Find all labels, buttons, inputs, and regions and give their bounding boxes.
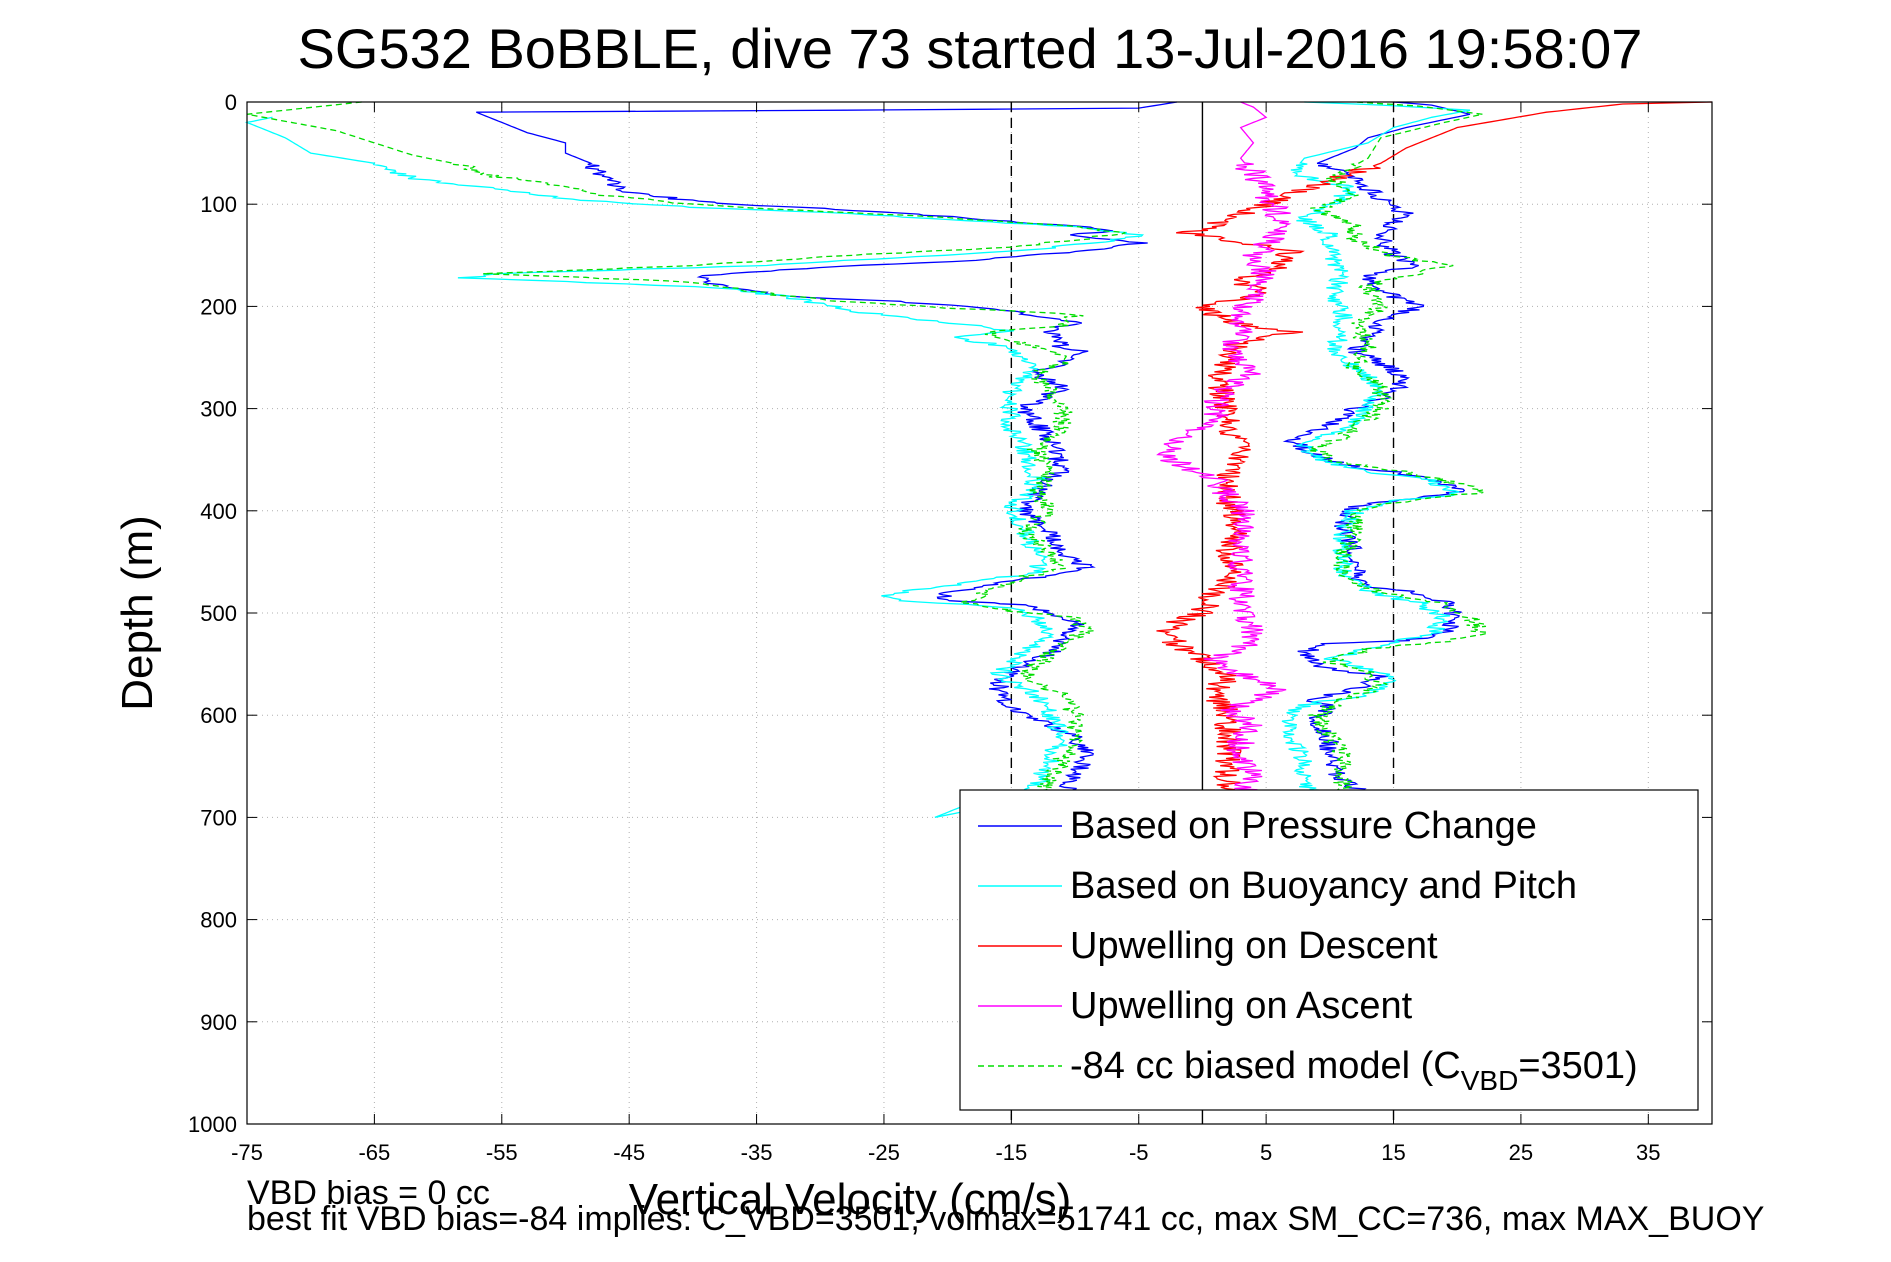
series-line-pressure_down xyxy=(476,101,1178,798)
series-line-pressure_up xyxy=(1282,101,1471,798)
y-tick-label: 1000 xyxy=(188,1112,237,1137)
y-axis-ticks: 0 100 200 300 400 500 600 700 800 900 1000 xyxy=(188,90,1712,1137)
y-axis-label: Depth (m) xyxy=(113,515,162,711)
footer-notes: VBD bias = 0 cc best fit VBD bias=-84 im… xyxy=(247,1180,1891,1262)
legend-box xyxy=(959,789,1699,1111)
chart-title: SG532 BoBBLE, dive 73 started 13-Jul-201… xyxy=(298,17,1643,80)
y-tick-label: 100 xyxy=(200,192,237,217)
legend-label: Upwelling on Descent xyxy=(1070,925,1438,967)
y-tick-label: 200 xyxy=(200,294,237,319)
x-tick-label: -75 xyxy=(231,1140,263,1165)
legend: Based on Pressure Change Based on Buoyanc… xyxy=(959,789,1699,1111)
x-tick-label: -15 xyxy=(995,1140,1027,1165)
x-tick-label: -45 xyxy=(613,1140,645,1165)
x-tick-label: -35 xyxy=(741,1140,773,1165)
y-tick-label: 700 xyxy=(200,805,237,830)
x-tick-label: 15 xyxy=(1381,1140,1405,1165)
y-tick-label: 800 xyxy=(200,908,237,933)
legend-label: Upwelling on Ascent xyxy=(1070,985,1413,1027)
series-layer xyxy=(244,101,1713,819)
series-line-upwell_down xyxy=(1156,101,1713,798)
series-line-upwell_up xyxy=(1156,101,1292,798)
y-tick-label: 0 xyxy=(225,90,237,115)
legend-label: Based on Pressure Change xyxy=(1070,805,1537,847)
footer-line-2: best fit VBD bias=-84 implies: C_VBD=350… xyxy=(247,1200,1765,1238)
x-tick-label: -5 xyxy=(1129,1140,1149,1165)
x-axis-label: Vertical Velocity (cm/s) xyxy=(629,1175,1072,1224)
y-tick-label: 600 xyxy=(200,703,237,728)
x-tick-label: -25 xyxy=(868,1140,900,1165)
series-line-model_up xyxy=(1308,101,1490,798)
y-tick-label: 400 xyxy=(200,499,237,524)
series-line-model_down xyxy=(246,101,1126,798)
x-axis-ticks: -75 -65 -55 -45 -35 -25 -15 -5 5 15 25 35 xyxy=(231,102,1661,1165)
y-tick-label: 500 xyxy=(200,601,237,626)
x-tick-label: 25 xyxy=(1509,1140,1533,1165)
x-tick-label: 5 xyxy=(1260,1140,1272,1165)
y-tick-label: 900 xyxy=(200,1010,237,1035)
x-tick-label: -55 xyxy=(486,1140,518,1165)
series-line-buoy_down xyxy=(244,116,1144,819)
y-tick-label: 300 xyxy=(200,397,237,422)
series-line-buoy_up xyxy=(1281,101,1471,798)
x-tick-label: -65 xyxy=(358,1140,390,1165)
x-tick-label: 35 xyxy=(1636,1140,1660,1165)
legend-label: Based on Buoyancy and Pitch xyxy=(1070,865,1577,907)
footer-line-1: VBD bias = 0 cc xyxy=(247,1180,490,1212)
